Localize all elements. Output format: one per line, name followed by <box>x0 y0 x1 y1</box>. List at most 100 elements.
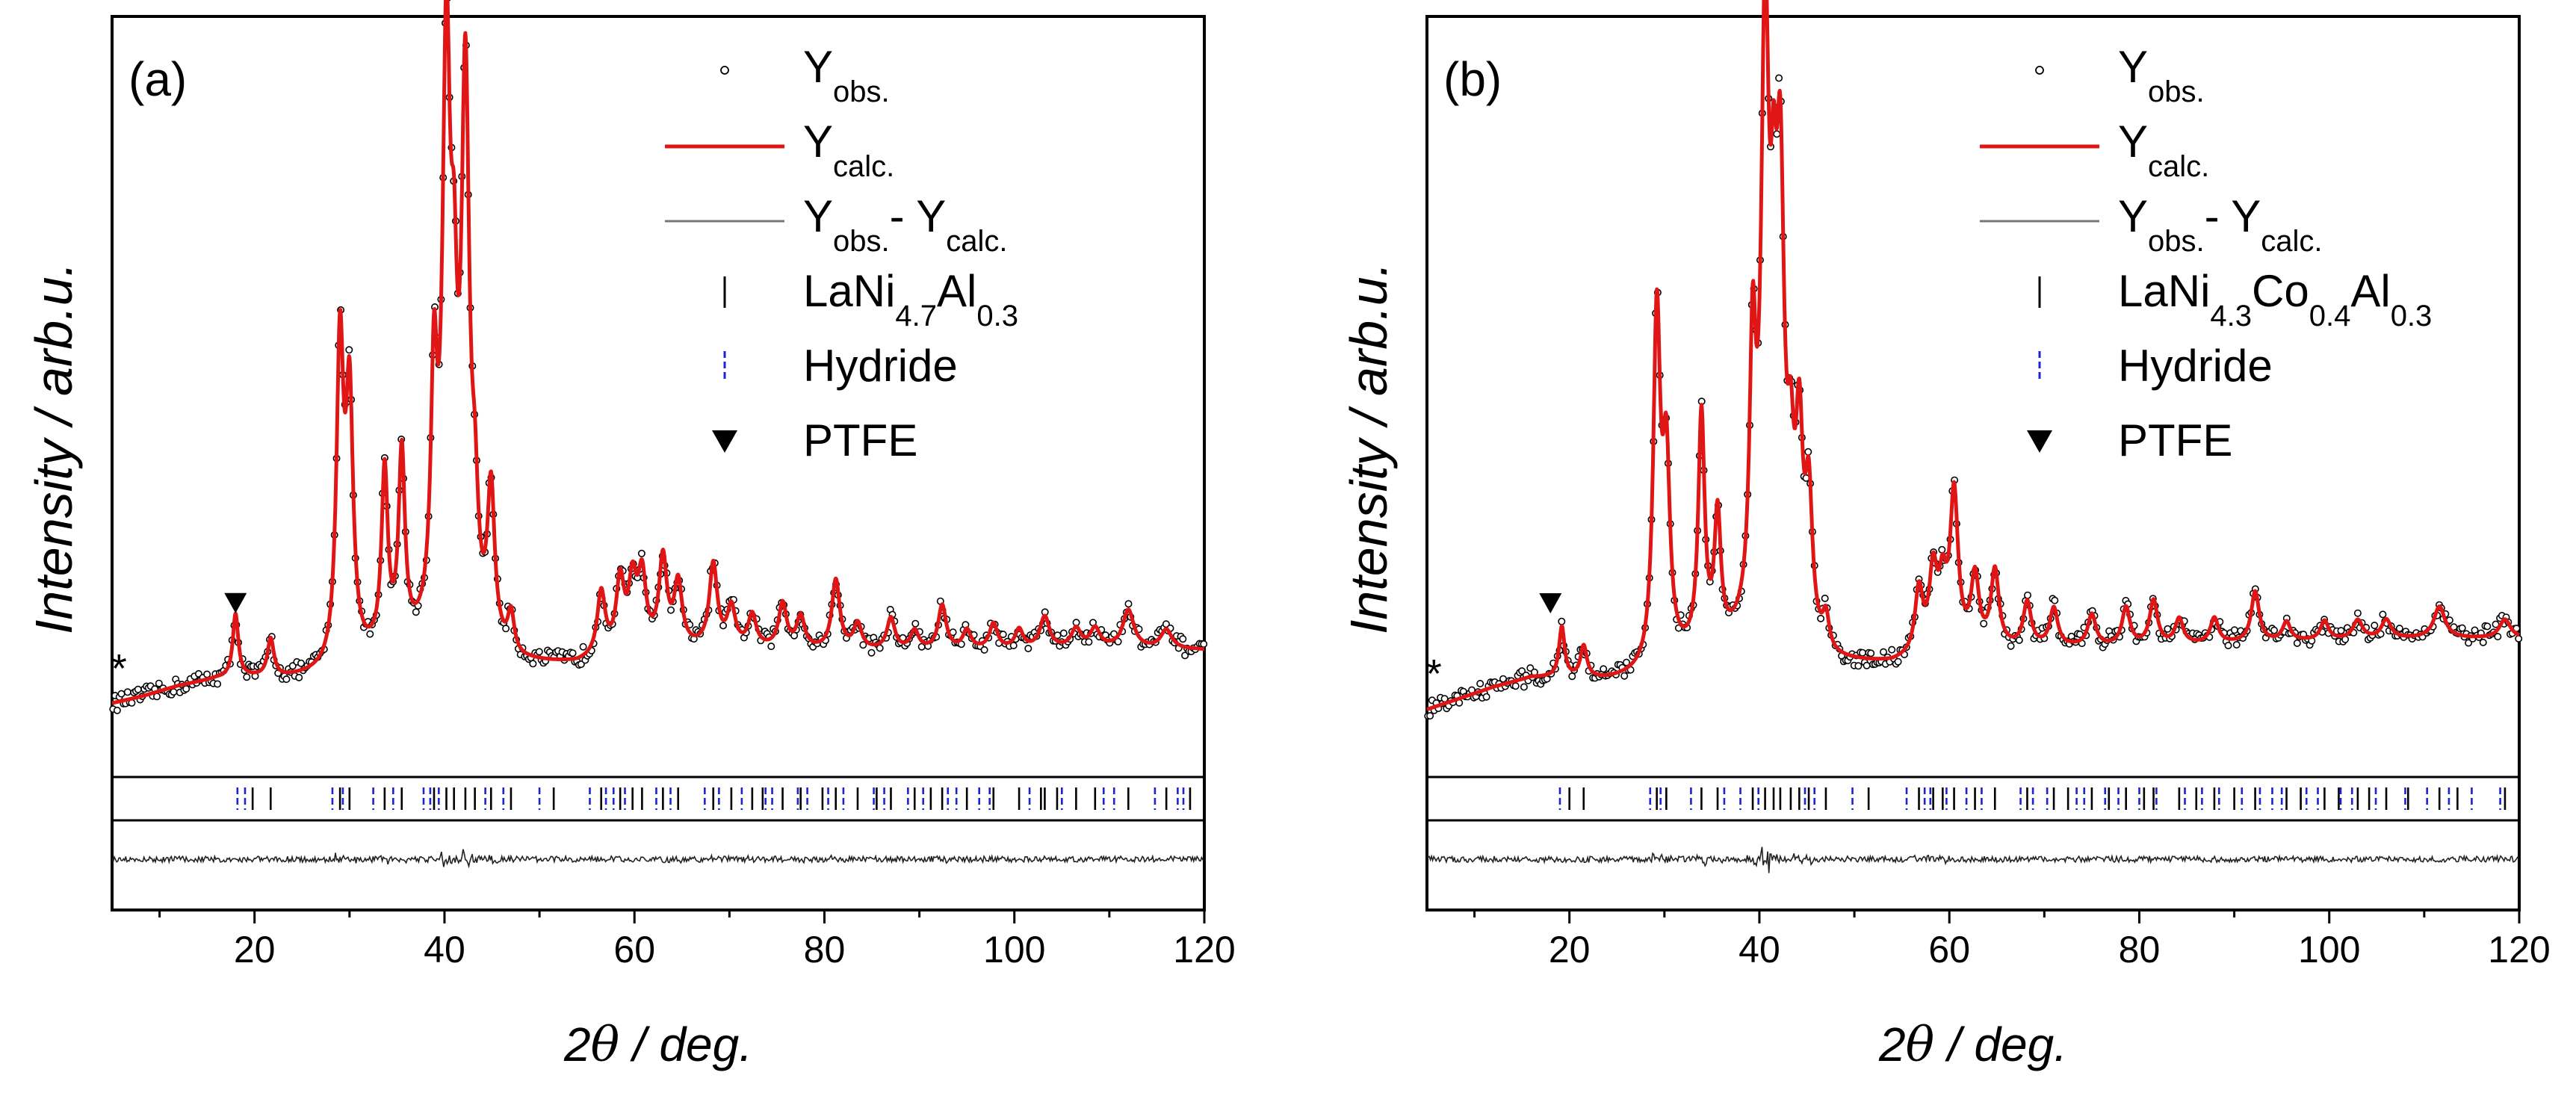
y-axis-title: Intensity / arb.u. <box>25 262 83 634</box>
observed-point <box>2379 610 2387 619</box>
observed-point <box>1526 664 1535 672</box>
x-tick-label: 20 <box>234 929 276 971</box>
calculated-curve <box>1425 0 2521 711</box>
x-tick-label: 100 <box>2298 929 2360 971</box>
observed-point <box>1085 638 1093 646</box>
observed-points <box>1424 74 2523 720</box>
x-tick-label: 40 <box>424 929 465 971</box>
observed-point <box>2224 641 2232 649</box>
chart-a: 20 40 60 80 100 120 2θ / deg. Intensity / arb.u… <box>25 0 1236 1073</box>
observed-point <box>2371 622 2379 630</box>
x-tick-label: 100 <box>983 929 1045 971</box>
legend-difference-label: Yobs.- Ycalc. <box>2118 191 2322 258</box>
observed-point <box>529 660 537 668</box>
legend-ptfe-symbol <box>712 430 737 453</box>
observed-point <box>1821 594 1829 602</box>
x-tick-label: 120 <box>1173 929 1235 971</box>
legend-ptfe-label: PTFE <box>2118 415 2232 465</box>
observed-point <box>859 641 867 649</box>
panel-b: 20 40 60 80 100 120 2θ / deg. Intensity / arb.u… <box>1315 0 2576 1105</box>
x-tick-label: 120 <box>2488 929 2550 971</box>
observed-point <box>2494 633 2502 641</box>
x-axis-title: 2θ / deg. <box>1878 1018 2067 1073</box>
observed-point <box>2007 642 2015 650</box>
observed-point <box>1773 130 1781 138</box>
observed-point <box>214 680 222 688</box>
x-tick-label: 20 <box>1549 929 1591 971</box>
x-tick-label: 60 <box>1928 929 1970 971</box>
ptfe-peak-marker <box>224 592 247 613</box>
observed-point <box>767 643 775 651</box>
legend-main-phase-label: LaNi4.3Co0.4Al0.3 <box>2118 266 2432 332</box>
x-tick-label: 80 <box>2119 929 2161 971</box>
observed-point <box>1854 662 1863 670</box>
observed-point <box>666 606 675 614</box>
observed-point <box>1863 661 1871 669</box>
observed-point <box>1600 665 1608 673</box>
observed-point <box>2023 591 2031 599</box>
observed-point <box>1511 682 1520 690</box>
observed-point <box>297 659 305 667</box>
observed-point <box>170 688 178 696</box>
observed-point <box>2270 626 2279 634</box>
observed-point <box>1888 646 1896 654</box>
x-tick-label: 40 <box>1739 929 1780 971</box>
observed-point <box>980 646 988 654</box>
observed-point <box>295 673 303 681</box>
observed-point <box>1858 649 1866 657</box>
observed-point <box>502 625 510 633</box>
observed-point <box>1568 672 1576 681</box>
observed-point <box>1059 629 1068 637</box>
observed-point <box>1009 641 1018 649</box>
panel-label: (b) <box>1443 52 1502 106</box>
observed-point <box>1124 600 1133 608</box>
observed-point <box>282 675 291 684</box>
observed-point <box>867 649 876 657</box>
plot-frame <box>111 15 1206 911</box>
panel-label: (a) <box>129 52 187 106</box>
legend-difference-label: Yobs.- Ycalc. <box>803 191 1007 258</box>
main-phase-ticks <box>251 787 1192 810</box>
observed-point <box>719 622 727 630</box>
difference-curve <box>1426 846 2520 873</box>
observed-point <box>2483 622 2492 631</box>
observed-point <box>2353 609 2362 617</box>
observed-point <box>2164 625 2172 633</box>
observed-point <box>1620 672 1629 680</box>
legend-ptfe-label: PTFE <box>803 415 917 465</box>
observed-point <box>2337 627 2345 635</box>
observed-point <box>911 619 920 628</box>
observed-point <box>1482 693 1490 701</box>
observed-point <box>345 346 353 354</box>
observed-point <box>637 549 645 557</box>
observed-point <box>1817 614 1825 622</box>
observed-point <box>155 679 163 687</box>
observed-point <box>1426 712 1434 720</box>
x-tick-label: 60 <box>613 929 655 971</box>
observed-point <box>569 649 577 657</box>
observed-point <box>366 630 374 638</box>
x-axis: 20 40 60 80 100 120 <box>158 910 1236 971</box>
legend-observed-symbol <box>720 66 729 75</box>
observed-point <box>1879 648 1887 656</box>
observed-point <box>2479 638 2487 646</box>
observed-point <box>1476 679 1484 687</box>
observed-point <box>2293 639 2301 647</box>
observed-point <box>2232 640 2241 649</box>
observed-point <box>1200 640 1208 648</box>
observed-point <box>203 670 211 678</box>
observed-point <box>1179 635 1187 643</box>
legend: Yobs. Ycalc. Yobs.- Ycalc. LaNi4.3Co0.4Al0.… <box>1980 42 2432 465</box>
x-tick-label: 80 <box>804 929 846 971</box>
observed-point <box>1938 545 1946 554</box>
observed-point <box>535 648 543 656</box>
observed-point <box>1558 617 1566 625</box>
observed-point <box>1024 644 1032 652</box>
observed-point <box>2015 636 2023 644</box>
observed-point <box>134 685 142 693</box>
observed-point <box>1181 651 1189 660</box>
observed-point <box>113 706 121 714</box>
observed-point <box>2515 634 2523 643</box>
observed-point <box>2395 625 2403 633</box>
observed-points <box>109 0 1208 714</box>
